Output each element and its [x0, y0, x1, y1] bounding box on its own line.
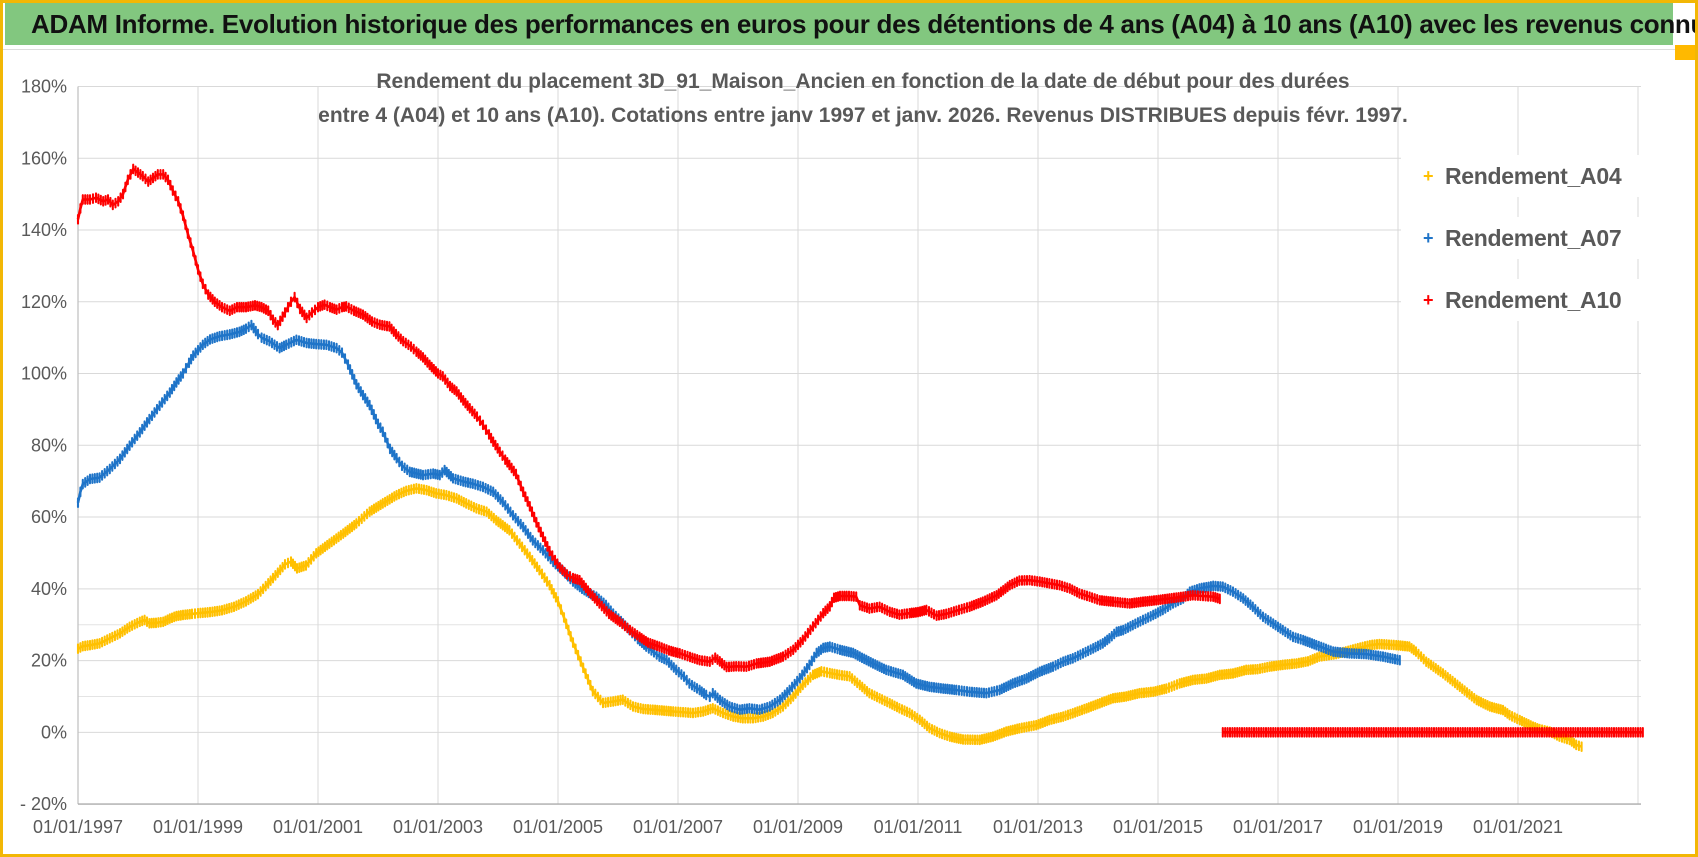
- y-tick-label: 160%: [21, 148, 67, 168]
- x-axis-tick-labels: 01/01/1997 01/01/1999 01/01/2001 01/01/2003…: [33, 817, 1563, 837]
- x-tick-label: 01/01/2021: [1473, 817, 1563, 837]
- x-tick-label: 01/01/2019: [1353, 817, 1443, 837]
- series-Rendement_A04: [76, 483, 1583, 753]
- y-tick-label: 80%: [31, 435, 67, 455]
- y-axis-tick-labels: 180% 160% 140% 120% 100% 80% 60% 40% 20% 0% - 20%: [20, 77, 67, 815]
- chart-title-line2: entre 4 (A04) et 10 ans (A10). Cotations…: [318, 104, 1408, 127]
- axes: [77, 86, 1641, 805]
- x-tick-label: 01/01/2003: [393, 817, 483, 837]
- legend-item-a07[interactable]: + Rendement_A07: [1401, 217, 1651, 259]
- chart-title-line1: Rendement du placement 3D_91_Maison_Anci…: [376, 70, 1350, 93]
- y-tick-label: 100%: [21, 364, 67, 384]
- x-tick-label: 01/01/2001: [273, 817, 363, 837]
- series-Rendement_A07: [76, 319, 1401, 716]
- chart-title: Rendement du placement 3D_91_Maison_Anci…: [293, 65, 1433, 133]
- chart-legend: + Rendement_A04 + Rendement_A07 + Rendem…: [1401, 155, 1651, 341]
- header-divider: [3, 49, 1695, 50]
- y-tick-label: 40%: [31, 579, 67, 599]
- y-tick-label: - 20%: [20, 794, 67, 814]
- legend-label: Rendement_A07: [1445, 224, 1622, 251]
- x-tick-label: 01/01/2005: [513, 817, 603, 837]
- legend-item-a10[interactable]: + Rendement_A10: [1401, 279, 1651, 321]
- x-tick-label: 01/01/2009: [753, 817, 843, 837]
- y-tick-label: 20%: [31, 651, 67, 671]
- plus-marker-icon: +: [1423, 165, 1434, 186]
- x-tick-label: 01/01/2013: [993, 817, 1083, 837]
- legend-item-a04[interactable]: + Rendement_A04: [1401, 155, 1651, 197]
- y-tick-label: 180%: [21, 77, 67, 97]
- plus-marker-icon: +: [1423, 227, 1434, 248]
- major-gridlines: [78, 86, 1641, 805]
- y-tick-label: 60%: [31, 507, 67, 527]
- x-tick-label: 01/01/1999: [153, 817, 243, 837]
- y-tick-label: 120%: [21, 292, 67, 312]
- y-tick-label: 140%: [21, 220, 67, 240]
- legend-label: Rendement_A10: [1445, 286, 1622, 313]
- chart-area[interactable]: 01/01/1997 01/01/1999 01/01/2001 01/01/2003…: [3, 3, 1698, 857]
- minor-gridlines: [78, 624, 1641, 697]
- legend-label: Rendement_A04: [1445, 162, 1622, 189]
- x-tick-label: 01/01/2007: [633, 817, 723, 837]
- border-corner-handle: [1675, 45, 1695, 60]
- x-tick-label: 01/01/2011: [874, 817, 963, 837]
- page-title: ADAM Informe. Evolution historique des p…: [5, 3, 1695, 45]
- y-tick-label: 0%: [41, 722, 67, 742]
- chart-canvas[interactable]: 01/01/1997 01/01/1999 01/01/2001 01/01/2003…: [3, 3, 1698, 857]
- plus-marker-icon: +: [1423, 289, 1434, 310]
- x-tick-label: 01/01/2017: [1233, 817, 1323, 837]
- series-Rendement_A10_zero_segment: [1221, 726, 1644, 738]
- data-series: [76, 163, 1644, 753]
- x-tick-label: 01/01/2015: [1113, 817, 1203, 837]
- series-Rendement_A10: [76, 163, 1221, 673]
- x-tick-label: 01/01/1997: [33, 817, 123, 837]
